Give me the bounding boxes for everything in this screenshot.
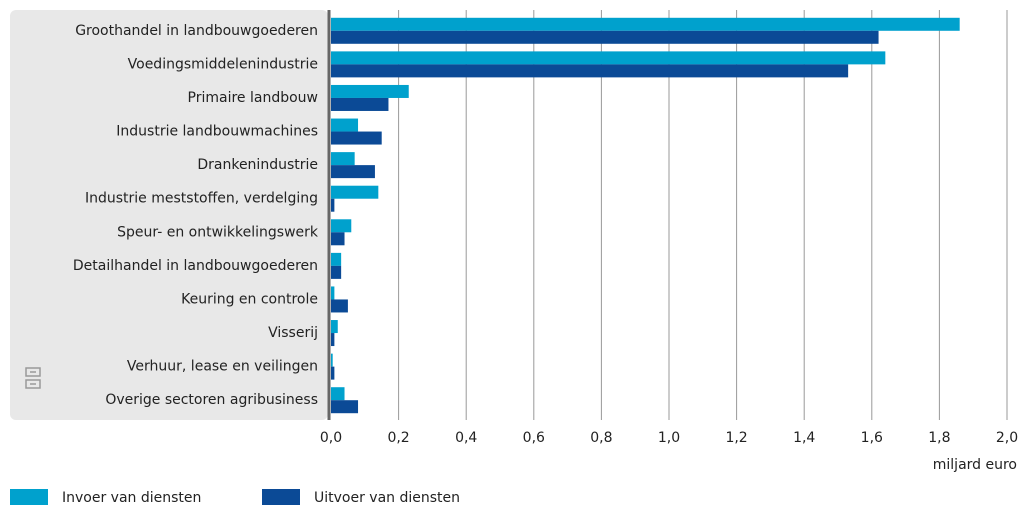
y-tick-label: Visserij [268,325,318,341]
y-tick-label: Industrie landbouwmachines [116,124,318,140]
x-tick-label: 1,6 [861,430,883,446]
bar [331,84,409,98]
bar [331,152,355,166]
y-tick-label: Drankenindustrie [197,157,318,173]
legend-swatch [10,489,48,505]
bar [331,165,375,179]
y-tick-label: Verhuur, lease en veilingen [127,359,318,375]
x-tick-label: 2,0 [996,430,1018,446]
bar [331,366,335,380]
label-panel [10,10,328,420]
bar [331,51,886,65]
bar [331,131,382,145]
bar [331,333,335,347]
x-tick-label: 1,8 [928,430,950,446]
x-tick-label: 0,8 [590,430,612,446]
bar [331,219,352,233]
y-tick-label: Groothandel in landbouwgoederen [75,23,318,39]
bar [331,30,879,44]
y-tick-label: Primaire landbouw [188,90,318,106]
legend-label: Uitvoer van diensten [314,490,460,506]
y-tick-label: Keuring en controle [181,291,318,307]
bar [331,265,342,279]
x-axis-label: miljard euro [933,457,1017,473]
x-tick-label: 0,4 [455,430,477,446]
y-tick-label: Overige sectoren agribusiness [105,392,318,408]
x-tick-label: 1,0 [658,430,680,446]
y-tick-label: Speur- en ontwikkelingswerk [117,224,319,240]
bar [331,64,849,78]
bar [331,198,335,212]
bar [331,387,345,401]
bar [331,353,333,367]
y-tick-label: Voedingsmiddelenindustrie [128,56,318,72]
bar [331,286,335,300]
legend-label: Invoer van diensten [62,490,201,506]
bar [331,400,359,414]
bar [331,252,342,266]
x-tick-label: 1,4 [793,430,815,446]
bar [331,232,345,246]
legend-swatch [262,489,300,505]
x-tick-label: 0,0 [320,430,342,446]
bar [331,97,389,111]
bar [331,185,379,199]
logo [25,367,41,389]
bar [331,118,359,132]
y-tick-label: Industrie meststoffen, verdelging [85,191,318,207]
x-tick-label: 0,2 [387,430,409,446]
bar [331,320,338,334]
bar [331,299,348,313]
bar [331,17,960,31]
x-tick-label: 1,2 [725,430,747,446]
y-tick-label: Detailhandel in landbouwgoederen [73,258,318,274]
x-tick-label: 0,6 [523,430,545,446]
